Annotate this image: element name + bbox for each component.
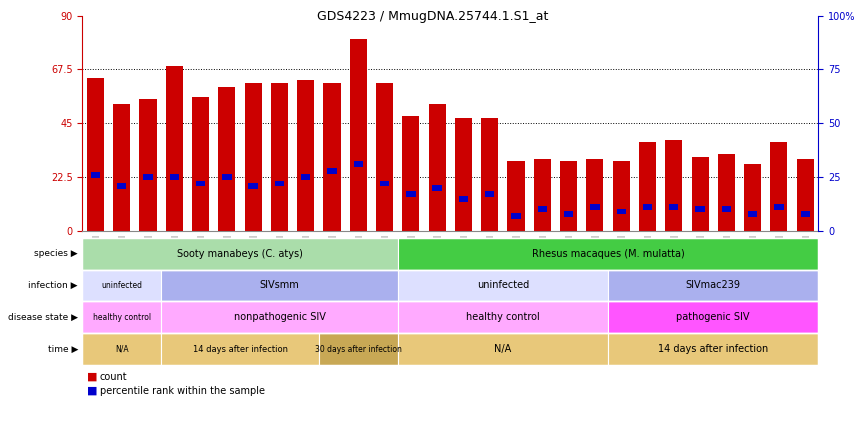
Bar [533,159,551,231]
Bar [564,210,573,217]
Text: 30 days after infection: 30 days after infection [315,345,402,354]
Bar [406,191,416,197]
Bar [403,116,419,231]
Bar [692,157,708,231]
Text: ■: ■ [87,386,97,396]
Bar [481,119,498,231]
Bar [538,206,547,212]
Text: uninfected: uninfected [477,281,529,290]
Text: species ▶: species ▶ [35,249,78,258]
Bar [353,161,363,167]
Bar [324,83,340,231]
Text: 14 days after infection: 14 days after infection [658,345,768,354]
Text: GDS4223 / MmugDNA.25744.1.S1_at: GDS4223 / MmugDNA.25744.1.S1_at [317,10,549,23]
Text: healthy control: healthy control [466,313,540,322]
Bar [669,204,678,210]
Text: N/A: N/A [115,345,128,354]
Bar [748,210,758,217]
Bar [617,209,626,214]
Bar [511,213,520,219]
Bar [143,174,152,180]
Bar [639,143,656,231]
Bar [117,182,126,189]
Text: 14 days after infection: 14 days after infection [192,345,288,354]
Bar [192,97,209,231]
Bar [271,83,288,231]
Bar [380,181,390,186]
Bar [455,119,472,231]
Text: Sooty manabeys (C. atys): Sooty manabeys (C. atys) [177,249,303,258]
Bar [249,182,258,189]
Bar [376,83,393,231]
Bar [244,83,262,231]
Bar [275,181,284,186]
Text: SIVsmm: SIVsmm [260,281,300,290]
Text: uninfected: uninfected [101,281,142,290]
Bar [165,66,183,231]
Bar [612,162,630,231]
Text: Rhesus macaques (M. mulatta): Rhesus macaques (M. mulatta) [532,249,684,258]
Bar [139,99,157,231]
Bar [432,185,442,191]
Bar [297,80,314,231]
Bar [327,167,337,174]
Bar [718,155,735,231]
Text: SIVmac239: SIVmac239 [686,281,740,290]
Text: percentile rank within the sample: percentile rank within the sample [100,386,265,396]
Text: infection ▶: infection ▶ [29,281,78,290]
Bar [113,104,130,231]
Bar [429,104,446,231]
Bar [507,162,525,231]
Bar [797,159,814,231]
Bar [800,210,810,217]
Bar [350,40,367,231]
Text: N/A: N/A [494,345,512,354]
Text: pathogenic SIV: pathogenic SIV [676,313,750,322]
Bar [196,181,205,186]
Bar [218,87,236,231]
Bar [459,196,469,202]
Bar [586,159,604,231]
Bar [87,78,104,231]
Bar [223,174,231,180]
Bar [170,174,179,180]
Text: ■: ■ [87,372,97,381]
Bar [485,191,494,197]
Text: disease state ▶: disease state ▶ [8,313,78,322]
Text: nonpathogenic SIV: nonpathogenic SIV [234,313,326,322]
Bar [301,174,310,180]
Bar [665,140,682,231]
Bar [560,162,577,231]
Bar [643,204,652,210]
Bar [591,204,599,210]
Text: healthy control: healthy control [93,313,151,322]
Bar [695,206,705,212]
Bar [774,204,784,210]
Text: count: count [100,372,127,381]
Text: time ▶: time ▶ [48,345,78,354]
Bar [771,143,787,231]
Bar [91,172,100,178]
Bar [744,164,761,231]
Bar [721,206,731,212]
